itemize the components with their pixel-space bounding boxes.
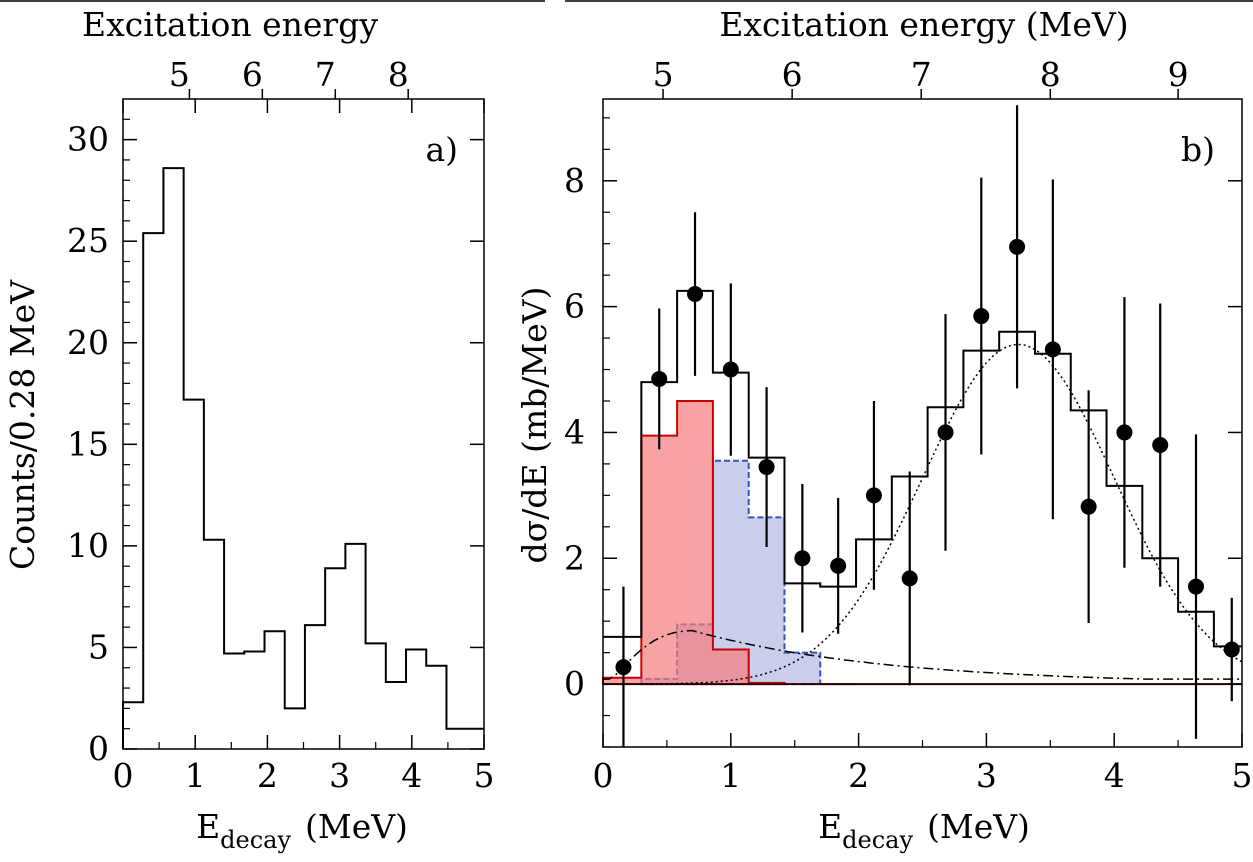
data-point — [687, 286, 704, 303]
panel-b-label: b) — [1181, 130, 1215, 169]
x-tick-label: 3 — [329, 756, 350, 795]
x-tick-label: 4 — [1104, 756, 1125, 795]
panel-b-y-axis-title: dσ/dE (mb/MeV) — [515, 287, 554, 564]
data-point — [1116, 424, 1133, 441]
x-tick-label: 5 — [474, 756, 495, 795]
top-axis-tick-label: 5 — [169, 55, 190, 94]
panel-a-frame — [122, 98, 485, 750]
data-point — [1152, 437, 1169, 454]
panel-a-top-axis-title: Excitation energy — [82, 5, 378, 44]
panel-b-top-axis-title: Excitation energy (MeV) — [719, 5, 1128, 44]
panel-a: 0 1 2 3 4 5 0 5 10 15 20 25 30 5 6 7 8 Excitation energy… — [3, 5, 495, 854]
top-axis-tick-label: 7 — [315, 55, 336, 94]
x-axis-unit: (MeV) — [305, 807, 408, 846]
x-axis-subscript: decay — [220, 826, 291, 854]
top-axis-tick-label: 6 — [782, 55, 803, 94]
x-tick-label: 1 — [185, 756, 206, 795]
y-tick-label: 20 — [67, 323, 109, 362]
y-tick-label: 30 — [67, 120, 109, 159]
x-axis-subscript: decay — [842, 826, 913, 854]
panel-b-component-fills — [602, 399, 1242, 686]
x-tick-label: 1 — [720, 756, 741, 795]
data-point — [1223, 641, 1240, 658]
red-component-histogram — [602, 399, 1242, 686]
x-tick-label: 3 — [976, 756, 997, 795]
y-tick-label: 25 — [67, 221, 109, 260]
x-tick-label: 0 — [593, 756, 614, 795]
top-axis-tick-label: 8 — [1040, 55, 1061, 94]
y-tick-label: 2 — [564, 538, 585, 577]
panel-a-x-axis-title: Edecay (MeV) — [196, 807, 408, 854]
x-tick-label: 5 — [1232, 756, 1253, 795]
panel-b-data-points — [615, 105, 1240, 747]
x-tick-label: 2 — [848, 756, 869, 795]
x-tick-label: 0 — [113, 756, 134, 795]
top-axis-tick-label: 9 — [1168, 55, 1189, 94]
y-tick-label: 8 — [564, 161, 585, 200]
data-point — [1009, 238, 1026, 255]
top-axis-tick-label: 8 — [388, 55, 409, 94]
data-point — [615, 659, 632, 676]
data-point — [865, 487, 882, 504]
panel-a-histogram — [122, 167, 484, 749]
y-tick-label: 10 — [67, 526, 109, 565]
data-point — [973, 308, 990, 325]
panel-a-label: a) — [425, 130, 458, 169]
y-tick-label: 6 — [564, 287, 585, 326]
top-axis-tick-label: 5 — [653, 55, 674, 94]
y-tick-label: 0 — [88, 729, 109, 768]
panel-b-dashdot-curve — [603, 629, 1242, 680]
x-tick-label: 4 — [401, 756, 422, 795]
panel-a-y-axis-title: Counts/0.28 MeV — [3, 279, 42, 570]
panel-a-tick-labels: 0 1 2 3 4 5 0 5 10 15 20 25 30 5 6 7 8 — [67, 55, 495, 795]
panel-b-ticks — [602, 89, 1243, 748]
x-axis-main: E — [818, 807, 842, 846]
data-point — [937, 424, 954, 441]
data-point — [1080, 498, 1097, 515]
x-axis-unit: (MeV) — [927, 807, 1030, 846]
top-axis-tick-label: 7 — [911, 55, 932, 94]
panel-b-x-axis-title: Edecay (MeV) — [818, 807, 1030, 854]
panel-a-ticks — [122, 89, 485, 750]
y-tick-label: 0 — [564, 664, 585, 703]
panel-b: 0 1 2 3 4 5 0 2 4 6 8 5 6 7 8 9 Excitation energy (MeV)… — [515, 5, 1253, 854]
data-point — [758, 459, 775, 476]
data-point — [794, 550, 811, 567]
data-point — [901, 570, 918, 587]
x-tick-label: 2 — [257, 756, 278, 795]
data-point — [651, 370, 668, 387]
y-tick-label: 5 — [88, 627, 109, 666]
top-axis-tick-label: 6 — [242, 55, 263, 94]
data-point — [830, 557, 847, 574]
y-tick-label: 4 — [564, 412, 585, 451]
data-point — [1187, 578, 1204, 595]
x-axis-main: E — [196, 807, 220, 846]
data-point — [1044, 341, 1061, 358]
data-point — [722, 361, 739, 378]
y-tick-label: 15 — [67, 424, 109, 463]
panel-b-total-histogram — [603, 289, 1242, 648]
panel-b-tick-labels: 0 1 2 3 4 5 0 2 4 6 8 5 6 7 8 9 — [564, 55, 1253, 795]
